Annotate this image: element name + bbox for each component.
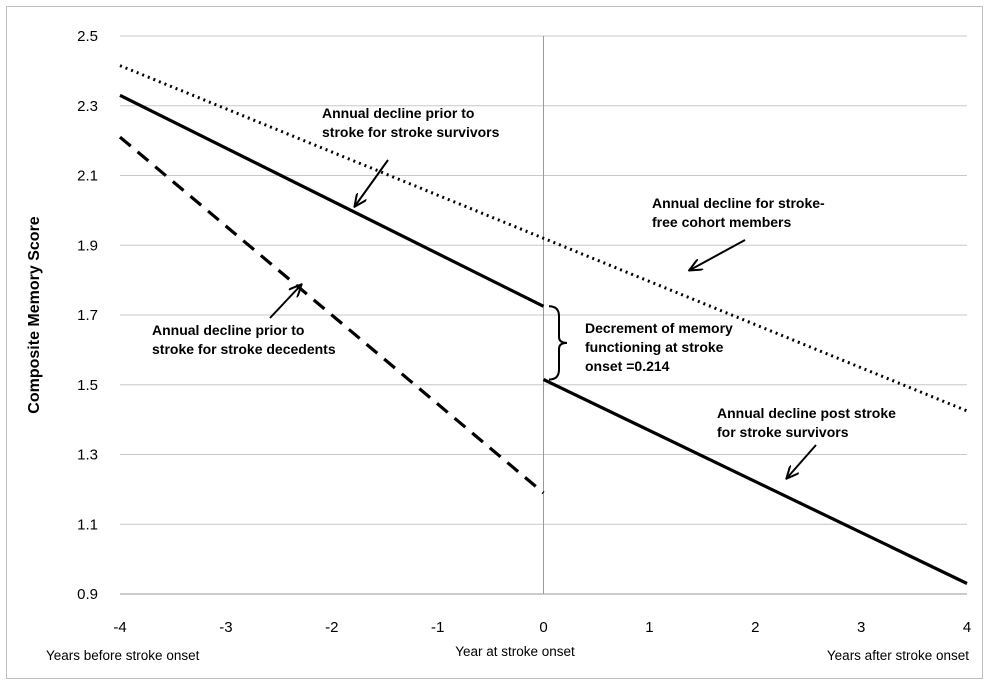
annotation-label: Annual decline prior to stroke for stroke… bbox=[152, 322, 336, 357]
y-tick-label: 1.9 bbox=[77, 237, 98, 254]
decrement-brace bbox=[548, 305, 568, 381]
y-tick-label: 1.7 bbox=[77, 307, 98, 324]
annotation-arrow bbox=[690, 239, 746, 270]
annotation-label: Decrement of memory functioning at stroke… bbox=[585, 320, 733, 374]
x-tick-label: -2 bbox=[325, 619, 338, 636]
annotation-arrow bbox=[269, 285, 301, 319]
series-line-dotted bbox=[119, 64, 968, 413]
annotation-label: Annual decline for stroke-free cohort me… bbox=[652, 195, 825, 230]
y-axis-label: Composite Memory Score bbox=[26, 216, 43, 413]
x-tick-label: -3 bbox=[219, 619, 232, 636]
x-tick-label: 2 bbox=[751, 619, 759, 636]
annotation-label: Annual decline post stroke for stroke sur… bbox=[717, 405, 896, 440]
y-tick-label: 1.3 bbox=[77, 447, 98, 464]
x-tick-label: 4 bbox=[963, 619, 971, 636]
y-tick-label: 1.5 bbox=[77, 377, 98, 394]
series-line-solid bbox=[119, 93, 545, 308]
x-tick-label: 1 bbox=[645, 619, 653, 636]
y-tick-label: 2.5 bbox=[77, 28, 98, 45]
y-tick-label: 1.1 bbox=[77, 516, 98, 533]
annotation-arrow bbox=[787, 444, 817, 478]
y-tick-label: 0.9 bbox=[77, 586, 98, 603]
x-tick-label: 3 bbox=[857, 619, 865, 636]
y-tick-label: 2.3 bbox=[77, 98, 98, 115]
y-tick-label: 2.1 bbox=[77, 168, 98, 185]
x-tick-label: -4 bbox=[113, 619, 126, 636]
series-line-solid bbox=[542, 378, 968, 585]
x-caption-after: Years after stroke onset bbox=[827, 648, 969, 663]
x-tick-label: 0 bbox=[539, 619, 547, 636]
series-line-dashed bbox=[118, 135, 545, 495]
x-caption-before: Years before stroke onset bbox=[46, 648, 200, 663]
x-caption-onset: Year at stroke onset bbox=[455, 644, 575, 659]
annotation-arrow bbox=[355, 159, 389, 206]
annotation-label: Annual decline prior to stroke for stroke… bbox=[322, 105, 500, 140]
x-tick-label: -1 bbox=[431, 619, 444, 636]
